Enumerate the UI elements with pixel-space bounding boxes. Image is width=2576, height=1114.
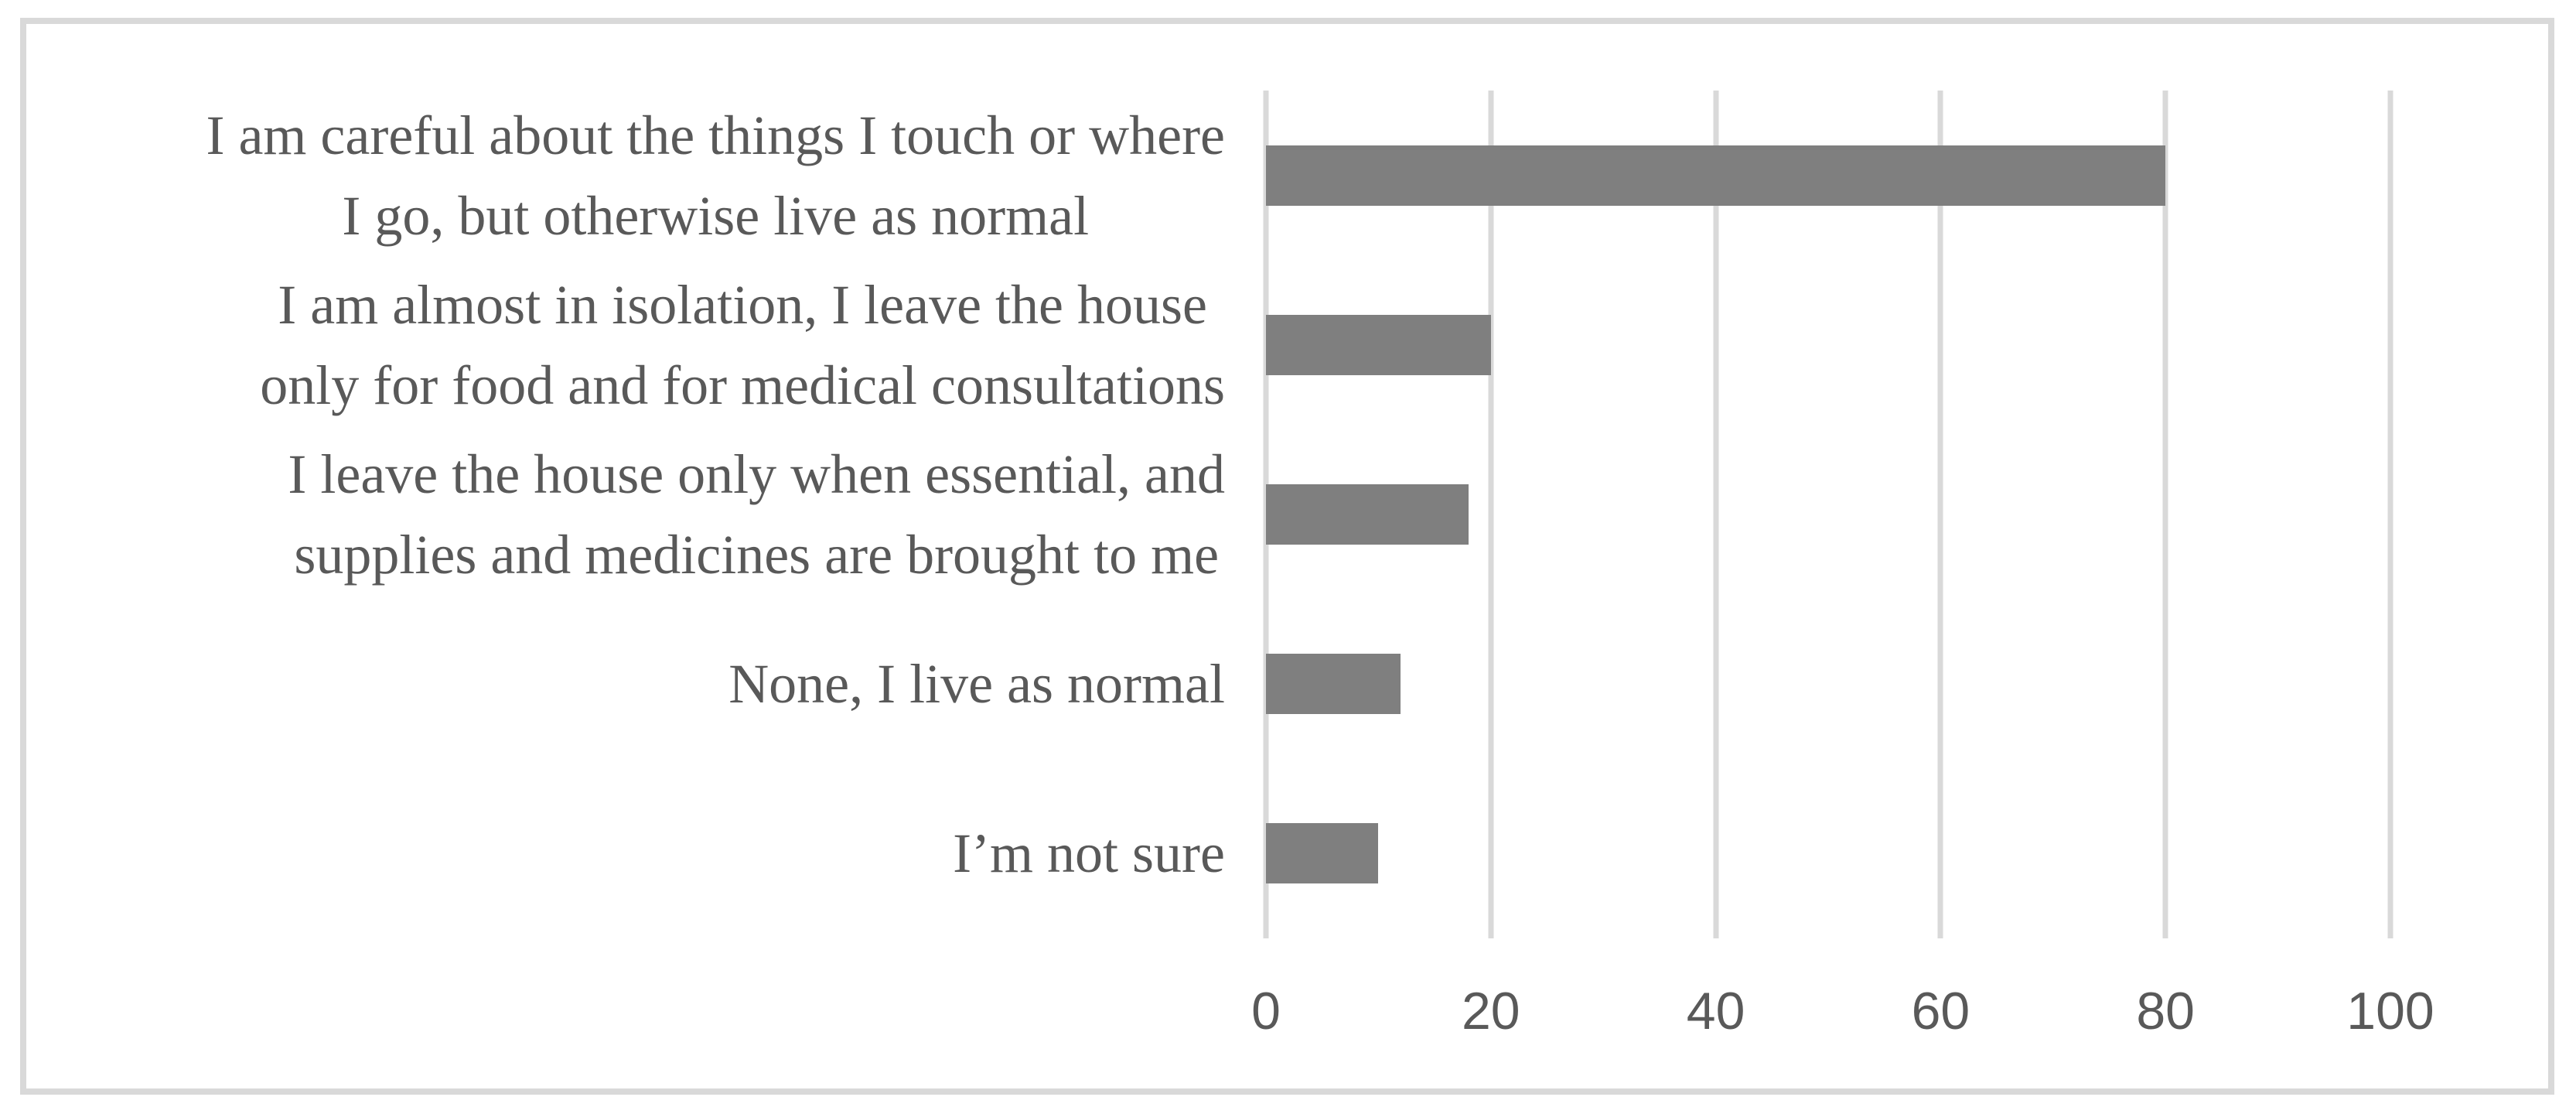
- bar: [1266, 145, 2166, 206]
- bar: [1266, 484, 1469, 545]
- category-label: I am almost in isolation, I leave the ho…: [260, 265, 1225, 425]
- axis-tick-label: 40: [1686, 982, 1745, 1041]
- gridline-40: [1713, 91, 1719, 938]
- bar: [1266, 823, 1379, 884]
- category-label-line: None, I live as normal: [728, 653, 1225, 716]
- category-label: I am careful about the things I touch or…: [206, 95, 1225, 256]
- axis-tick-label: 20: [1461, 982, 1520, 1041]
- category-label: I’m not sure: [953, 813, 1225, 894]
- category-label-row: I am almost in isolation, I leave the ho…: [43, 260, 1225, 429]
- gridline-80: [2162, 91, 2168, 938]
- plot-area: [1263, 91, 2393, 938]
- axis-tick-label: 0: [1251, 982, 1281, 1041]
- category-label-line: I’m not sure: [953, 822, 1225, 885]
- category-label-line: only for food and for medical consultati…: [260, 354, 1225, 416]
- category-axis: I am careful about the things I touch or…: [43, 91, 1225, 938]
- category-label-line: I leave the house only when essential, a…: [288, 443, 1225, 505]
- category-label: I leave the house only when essential, a…: [288, 434, 1225, 595]
- bar: [1266, 654, 1401, 715]
- axis-tick-label: 100: [2346, 982, 2434, 1041]
- axis-tick-label: 80: [2136, 982, 2196, 1041]
- gridline-20: [1488, 91, 1494, 938]
- category-label: None, I live as normal: [728, 644, 1225, 724]
- axis-tick-label: 60: [1911, 982, 1970, 1041]
- category-label-line: supplies and medicines are brought to me: [294, 524, 1220, 586]
- category-label-row: I leave the house only when essential, a…: [43, 429, 1225, 599]
- category-label-row: I’m not sure: [43, 769, 1225, 938]
- category-label-line: I go, but otherwise live as normal: [342, 184, 1090, 247]
- category-label-row: None, I live as normal: [43, 600, 1225, 769]
- gridline-60: [1937, 91, 1943, 938]
- bar: [1266, 314, 1491, 375]
- figure-frame: [20, 18, 2554, 1095]
- value-axis: 0 20 40 60 80 100: [1251, 976, 2434, 1046]
- category-label-row: I am careful about the things I touch or…: [43, 91, 1225, 260]
- category-label-line: I am careful about the things I touch or…: [206, 104, 1225, 166]
- category-label-line: I am almost in isolation, I leave the ho…: [278, 273, 1207, 336]
- gridline-100: [2387, 91, 2393, 938]
